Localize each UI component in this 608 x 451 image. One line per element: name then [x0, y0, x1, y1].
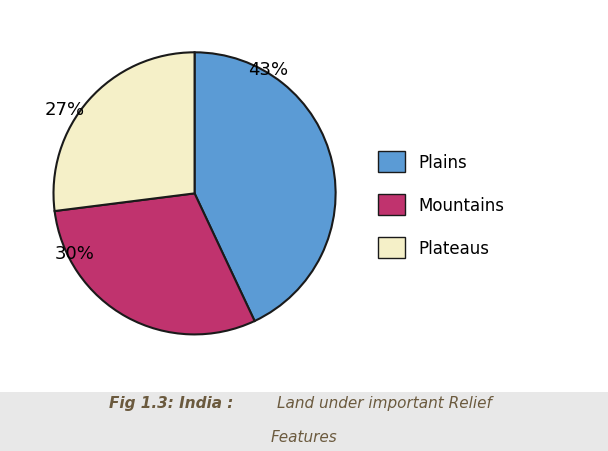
FancyBboxPatch shape — [0, 0, 608, 396]
Text: 27%: 27% — [45, 101, 85, 119]
Text: Features: Features — [271, 428, 337, 444]
Text: 43%: 43% — [248, 61, 288, 79]
Text: Fig 1.3: India :: Fig 1.3: India : — [109, 395, 234, 410]
Wedge shape — [54, 53, 195, 212]
Wedge shape — [195, 53, 336, 321]
Legend: Plains, Mountains, Plateaus: Plains, Mountains, Plateaus — [373, 147, 509, 264]
Text: Land under important Relief: Land under important Relief — [277, 395, 491, 410]
Text: 30%: 30% — [55, 244, 95, 262]
Wedge shape — [55, 194, 255, 335]
